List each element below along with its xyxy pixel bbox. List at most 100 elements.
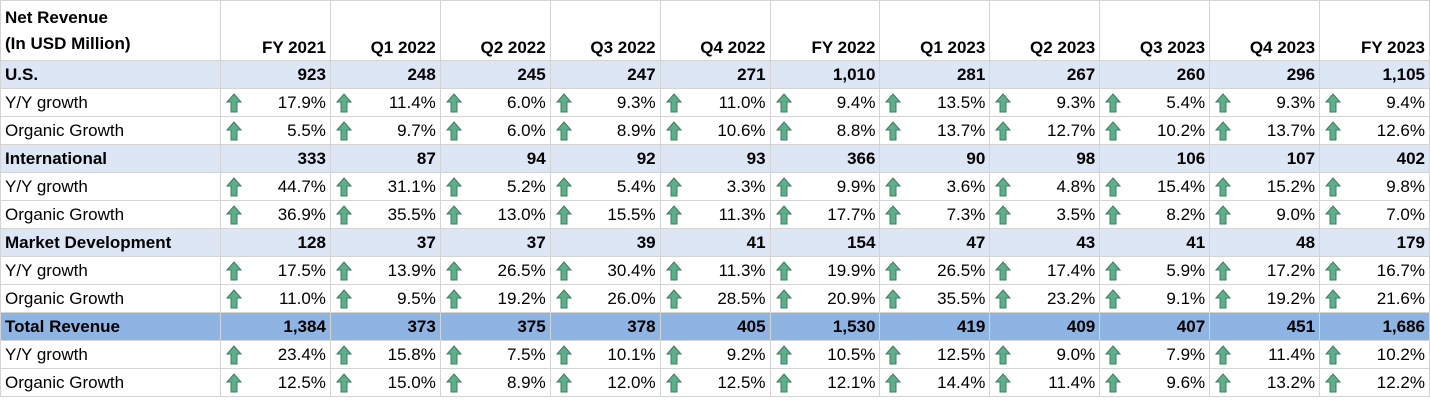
up-arrow	[995, 345, 1012, 365]
cell: 12.5%	[879, 340, 991, 369]
up-arrow	[1105, 373, 1122, 393]
cell: 333	[220, 144, 331, 173]
cell-value: 23.2%	[1047, 288, 1096, 308]
cell: 260	[1099, 60, 1211, 89]
cell-value: 5.2%	[506, 176, 546, 196]
cell-value: 10.6%	[717, 120, 766, 140]
cell-value: 12.7%	[1047, 120, 1096, 140]
cell-value: 12.1%	[827, 372, 876, 392]
cell: 12.5%	[659, 368, 771, 397]
up-arrow	[995, 289, 1012, 309]
cell-value: 1,105	[1382, 64, 1425, 84]
cell: 12.6%	[1319, 116, 1430, 145]
up-arrow	[885, 93, 902, 113]
cell: 41	[659, 228, 771, 257]
cell-value: 245	[517, 64, 546, 84]
cell-value: 402	[1396, 148, 1425, 168]
cell: 9.1%	[1099, 284, 1211, 313]
cell-value: 26.0%	[607, 288, 656, 308]
cell-value: 48	[1296, 232, 1316, 252]
cell: 4.8%	[989, 172, 1101, 201]
cell: 87	[329, 144, 441, 173]
cell-value: 41	[1186, 232, 1206, 252]
cell: 248	[329, 60, 441, 89]
row-label: Y/Y growth	[0, 88, 221, 117]
cell-value: 9.0%	[1276, 204, 1316, 224]
cell: 10.6%	[659, 116, 771, 145]
cell: 13.9%	[329, 256, 441, 285]
cell: 409	[989, 312, 1101, 341]
cell: 9.2%	[659, 340, 771, 369]
cell: 10.5%	[769, 340, 881, 369]
row-label: Total Revenue	[0, 312, 221, 341]
cell: 11.3%	[659, 200, 771, 229]
cell-value: 11.0%	[718, 92, 766, 112]
cell-value: 12.6%	[1376, 120, 1425, 140]
up-arrow	[555, 289, 572, 309]
up-arrow	[775, 93, 792, 113]
cell: 28.5%	[659, 284, 771, 313]
up-arrow	[1325, 261, 1342, 281]
cell: 8.8%	[769, 116, 881, 145]
cell: 41	[1099, 228, 1211, 257]
up-arrow	[1105, 177, 1122, 197]
cell: 1,530	[769, 312, 881, 341]
cell-value: 179	[1396, 232, 1425, 252]
cell-value: 26.5%	[937, 260, 986, 280]
cell-value: 11.0%	[278, 288, 326, 308]
cell: 7.0%	[1319, 200, 1430, 229]
cell-value: 378	[627, 316, 656, 336]
up-arrow	[775, 289, 792, 309]
cell-value: 28.5%	[717, 288, 766, 308]
cell-value: 9.3%	[1276, 92, 1316, 112]
cell-value: 9.4%	[836, 92, 876, 112]
cell: 5.4%	[549, 172, 661, 201]
up-arrow	[995, 177, 1012, 197]
cell-value: 923	[297, 64, 326, 84]
cell: 407	[1099, 312, 1211, 341]
cell: 35.5%	[329, 200, 441, 229]
cell-value: 6.0%	[506, 92, 546, 112]
up-arrow	[885, 205, 902, 225]
cell-value: 10.5%	[827, 344, 876, 364]
row-label: Y/Y growth	[0, 172, 221, 201]
cell: 11.4%	[1209, 340, 1321, 369]
cell: 6.0%	[439, 88, 551, 117]
cell-value: 296	[1286, 64, 1316, 84]
cell-value: 41	[746, 232, 766, 252]
cell: 10.1%	[549, 340, 661, 369]
cell: 35.5%	[879, 284, 991, 313]
cell-value: 30.4%	[607, 260, 656, 280]
up-arrow	[885, 261, 902, 281]
cell-value: 107	[1286, 148, 1316, 168]
cell-value: 11.3%	[718, 260, 766, 280]
column-header: Q3 2022	[549, 0, 661, 61]
cell-value: 13.9%	[387, 260, 436, 280]
cell-value: 12.0%	[607, 372, 656, 392]
cell-value: 260	[1176, 64, 1206, 84]
cell-value: 98	[1076, 148, 1096, 168]
row-label: Organic Growth	[0, 116, 221, 145]
cell-value: 1,530	[832, 316, 876, 336]
cell: 1,010	[769, 60, 881, 89]
cell-value: 333	[297, 148, 326, 168]
column-header: Q4 2023	[1209, 0, 1321, 61]
cell: 8.9%	[439, 368, 551, 397]
cell: 15.2%	[1209, 172, 1321, 201]
cell: 39	[549, 228, 661, 257]
up-arrow	[1105, 93, 1122, 113]
cell-value: 1,010	[832, 64, 876, 84]
up-arrow	[1105, 345, 1122, 365]
cell: 378	[549, 312, 661, 341]
up-arrow	[885, 289, 902, 309]
up-arrow	[555, 261, 572, 281]
row-label: U.S.	[0, 60, 221, 89]
up-arrow	[1215, 289, 1232, 309]
cell-value: 19.2%	[1266, 288, 1316, 308]
up-arrow	[775, 177, 792, 197]
cell-value: 90	[966, 148, 986, 168]
up-arrow	[995, 205, 1012, 225]
cell: 19.2%	[1209, 284, 1321, 313]
up-arrow	[555, 93, 572, 113]
cell-value: 3.5%	[1056, 204, 1096, 224]
